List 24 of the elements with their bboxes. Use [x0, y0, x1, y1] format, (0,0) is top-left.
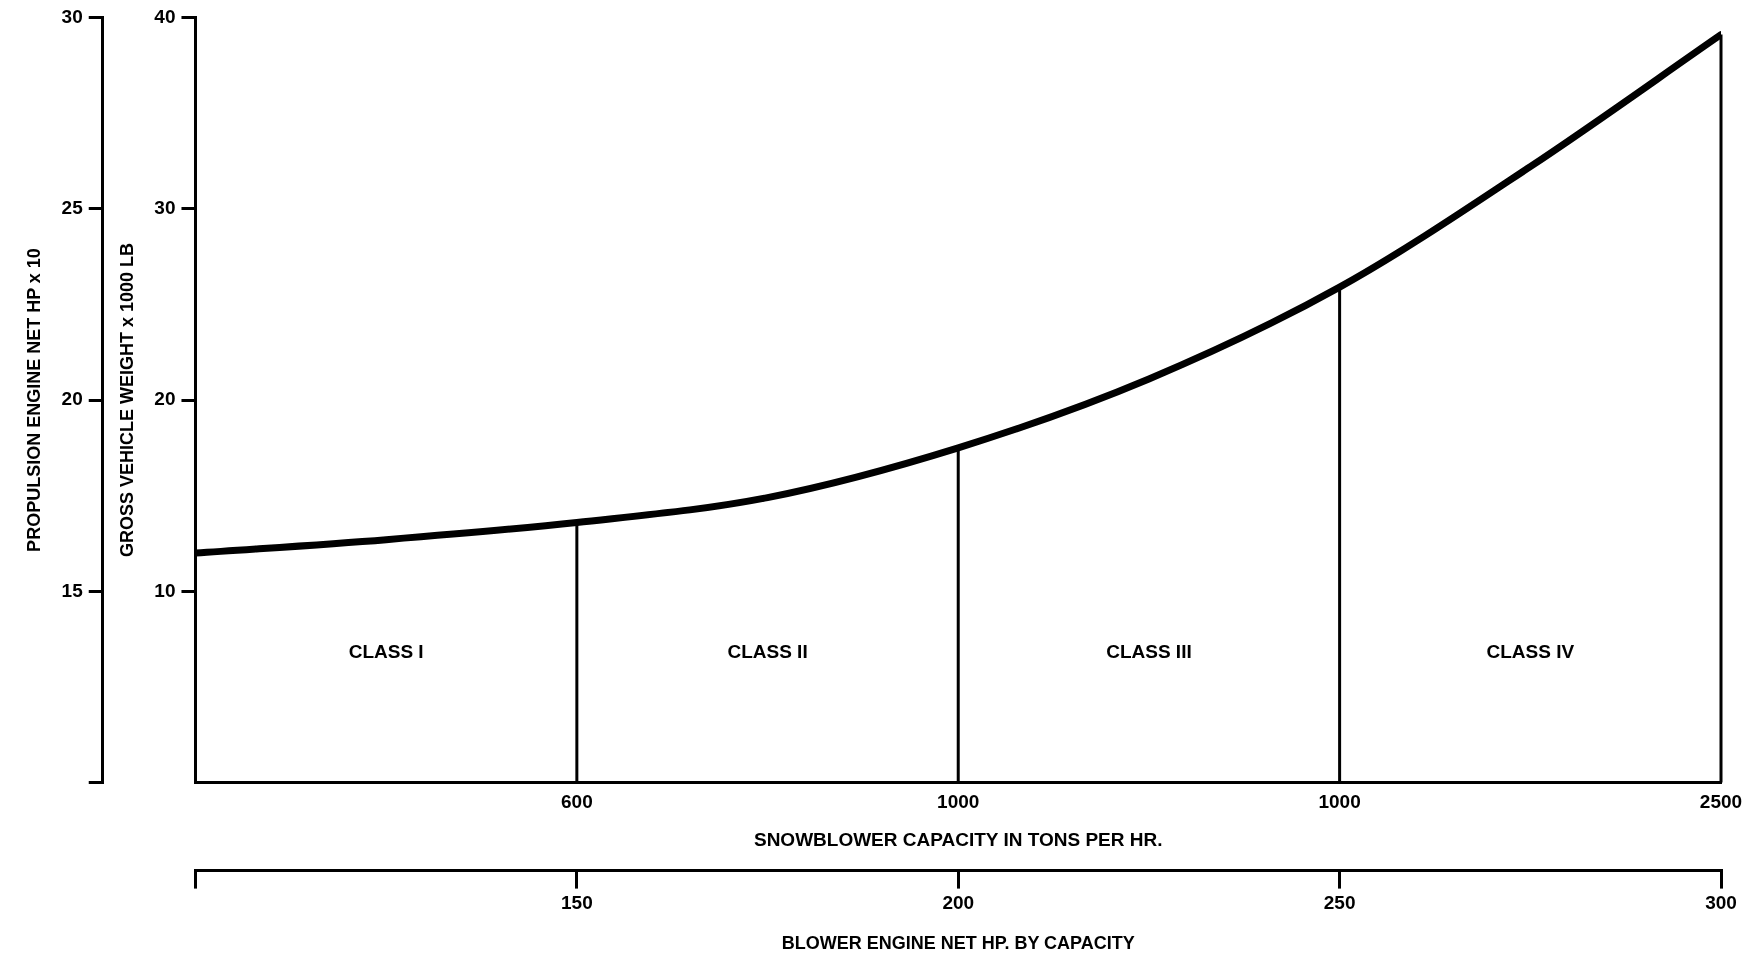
x-axis-title: BLOWER ENGINE NET HP. BY CAPACITY [781, 933, 1135, 954]
text: 600 [561, 790, 593, 812]
y-tick-label: 20 [154, 388, 176, 410]
text: 2500 [1699, 790, 1743, 812]
y2-tick-label: 20 [61, 388, 83, 410]
annotation: CLASS II [727, 640, 808, 662]
text: 1000 [937, 790, 980, 812]
y2-tick-label: 30 [61, 5, 83, 27]
x-tick-label: 250 [1323, 892, 1356, 914]
y2-axis-title: PROPULSION ENGINE NET HP x 10 [23, 248, 44, 552]
y-tick-label: 40 [154, 5, 176, 27]
annotation: CLASS I [348, 640, 424, 662]
y-tick-label: 10 [154, 579, 176, 601]
x-tick-label: 200 [942, 892, 975, 914]
y-axis-title: GROSS VEHICLE WEIGHT x 1000 LB [116, 242, 137, 558]
text: SNOWBLOWER CAPACITY IN TONS PER HR. [753, 828, 1163, 850]
x-tick-label: 300 [1705, 892, 1737, 914]
annotation: CLASS III [1106, 640, 1192, 662]
x-tick-label: 150 [561, 892, 593, 914]
annotation: CLASS IV [1486, 640, 1575, 662]
text: 1000 [1318, 790, 1361, 812]
y2-tick-label: 25 [61, 196, 84, 218]
y-tick-label: 30 [154, 196, 176, 218]
y2-tick-label: 15 [61, 579, 84, 601]
